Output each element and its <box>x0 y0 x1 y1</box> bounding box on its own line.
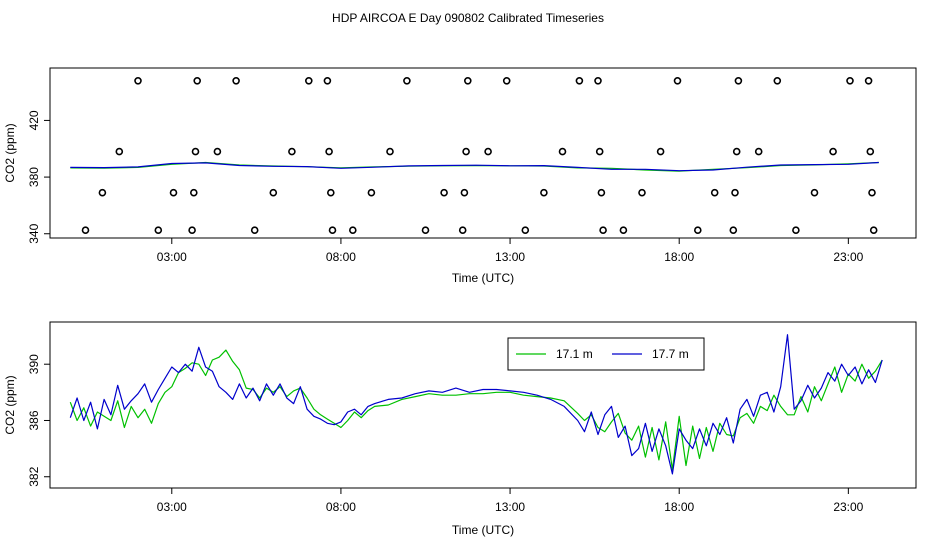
top-marker-29 <box>463 77 472 85</box>
top-marker-48 <box>732 147 741 156</box>
top-y-axis-label: CO2 (ppm) <box>3 123 17 182</box>
top-marker-53 <box>810 188 819 197</box>
top-marker-45 <box>710 188 719 197</box>
bottom-x-tick-label-0: 03:00 <box>157 500 187 514</box>
top-marker-21 <box>367 188 376 197</box>
legend-label-series-a: 17.1 m <box>556 347 593 361</box>
bottom-series-lines <box>69 334 883 475</box>
legend: 17.1 m 17.7 m <box>507 337 705 371</box>
top-marker-12 <box>250 226 259 234</box>
top-marker-7 <box>190 188 198 197</box>
top-marker-38 <box>597 188 606 197</box>
top-marker-25 <box>440 188 448 197</box>
top-axes: 03:00 08:00 13:00 18:00 23:00 340 380 420 <box>27 110 864 264</box>
bottom-x-tick-label-2: 13:00 <box>495 500 525 514</box>
top-marker-28 <box>462 147 470 156</box>
top-marker-18 <box>326 188 335 197</box>
top-marker-24 <box>421 226 430 234</box>
top-plot-frame <box>49 67 917 239</box>
top-marker-42 <box>656 147 665 156</box>
top-marker-51 <box>773 77 782 85</box>
top-x-tick-label-3: 18:00 <box>664 250 694 264</box>
top-marker-47 <box>731 188 739 197</box>
top-y-tick-label-2: 420 <box>27 110 41 130</box>
top-marker-6 <box>188 226 196 234</box>
bottom-y-tick-label-1: 386 <box>27 410 41 430</box>
top-marker-34 <box>558 147 567 156</box>
top-marker-9 <box>193 77 201 85</box>
top-series-line-b <box>70 161 879 172</box>
bottom-x-axis-label: Time (UTC) <box>452 523 514 537</box>
bottom-panel: 03:00 08:00 13:00 18:00 23:00 382 386 390 Time … <box>3 321 917 537</box>
top-marker-54 <box>829 147 837 156</box>
top-x-axis-label: Time (UTC) <box>452 271 514 285</box>
top-marker-4 <box>154 226 163 234</box>
top-marker-36 <box>594 77 602 85</box>
bottom-y-axis-label: CO2 (ppm) <box>3 375 17 434</box>
top-marker-23 <box>403 77 411 85</box>
top-marker-0 <box>81 226 90 234</box>
top-marker-44 <box>693 226 702 234</box>
top-x-tick-label-4: 23:00 <box>833 250 863 264</box>
bottom-series-line-b <box>69 334 883 475</box>
top-marker-59 <box>869 226 878 234</box>
top-marker-22 <box>386 147 394 156</box>
top-marker-16 <box>323 77 332 85</box>
top-markers <box>81 77 878 234</box>
bottom-series-line-a <box>69 349 883 471</box>
top-marker-26 <box>458 226 467 234</box>
top-marker-8 <box>191 147 200 156</box>
top-marker-58 <box>868 188 876 197</box>
top-marker-43 <box>673 77 682 85</box>
top-x-tick-label-1: 08:00 <box>326 250 356 264</box>
bottom-y-tick-label-2: 390 <box>27 354 41 374</box>
figure-title: HDP AIRCOA E Day 090802 Calibrated Times… <box>332 11 604 25</box>
top-marker-30 <box>484 147 492 156</box>
top-marker-32 <box>521 226 530 234</box>
legend-label-series-b: 17.7 m <box>652 347 689 361</box>
top-series-lines <box>70 161 879 172</box>
top-marker-27 <box>460 188 469 197</box>
top-marker-46 <box>729 226 738 234</box>
top-marker-13 <box>269 188 278 197</box>
top-marker-20 <box>348 226 357 234</box>
top-marker-31 <box>502 77 511 85</box>
bottom-x-tick-label-4: 23:00 <box>833 500 863 514</box>
top-marker-5 <box>169 188 178 197</box>
top-marker-10 <box>213 147 222 156</box>
top-marker-1 <box>98 188 107 197</box>
bottom-x-tick-label-3: 18:00 <box>664 500 694 514</box>
top-marker-33 <box>540 188 548 197</box>
top-x-tick-label-0: 03:00 <box>157 250 187 264</box>
top-marker-2 <box>115 147 124 156</box>
top-marker-37 <box>595 147 604 156</box>
top-marker-55 <box>846 77 854 85</box>
top-marker-35 <box>575 77 584 85</box>
top-marker-3 <box>134 77 142 85</box>
top-marker-39 <box>599 226 607 234</box>
top-marker-11 <box>232 77 240 85</box>
top-marker-49 <box>734 77 743 85</box>
top-marker-52 <box>792 226 800 234</box>
top-marker-19 <box>328 226 337 234</box>
top-marker-41 <box>638 188 646 197</box>
top-x-tick-label-2: 13:00 <box>495 250 525 264</box>
top-y-tick-label-0: 340 <box>27 223 41 243</box>
top-marker-50 <box>754 147 763 156</box>
bottom-axes: 03:00 08:00 13:00 18:00 23:00 382 386 390 <box>27 354 864 514</box>
top-panel: 03:00 08:00 13:00 18:00 23:00 340 380 420 Time … <box>3 67 917 285</box>
bottom-y-tick-label-0: 382 <box>27 466 41 486</box>
top-marker-14 <box>288 147 296 156</box>
top-marker-57 <box>866 147 875 156</box>
bottom-x-tick-label-1: 08:00 <box>326 500 356 514</box>
top-y-tick-label-1: 380 <box>27 167 41 187</box>
top-marker-17 <box>325 147 333 156</box>
top-marker-40 <box>619 226 628 234</box>
top-marker-56 <box>864 77 873 85</box>
bottom-plot-frame <box>49 321 917 489</box>
top-marker-15 <box>304 77 313 85</box>
